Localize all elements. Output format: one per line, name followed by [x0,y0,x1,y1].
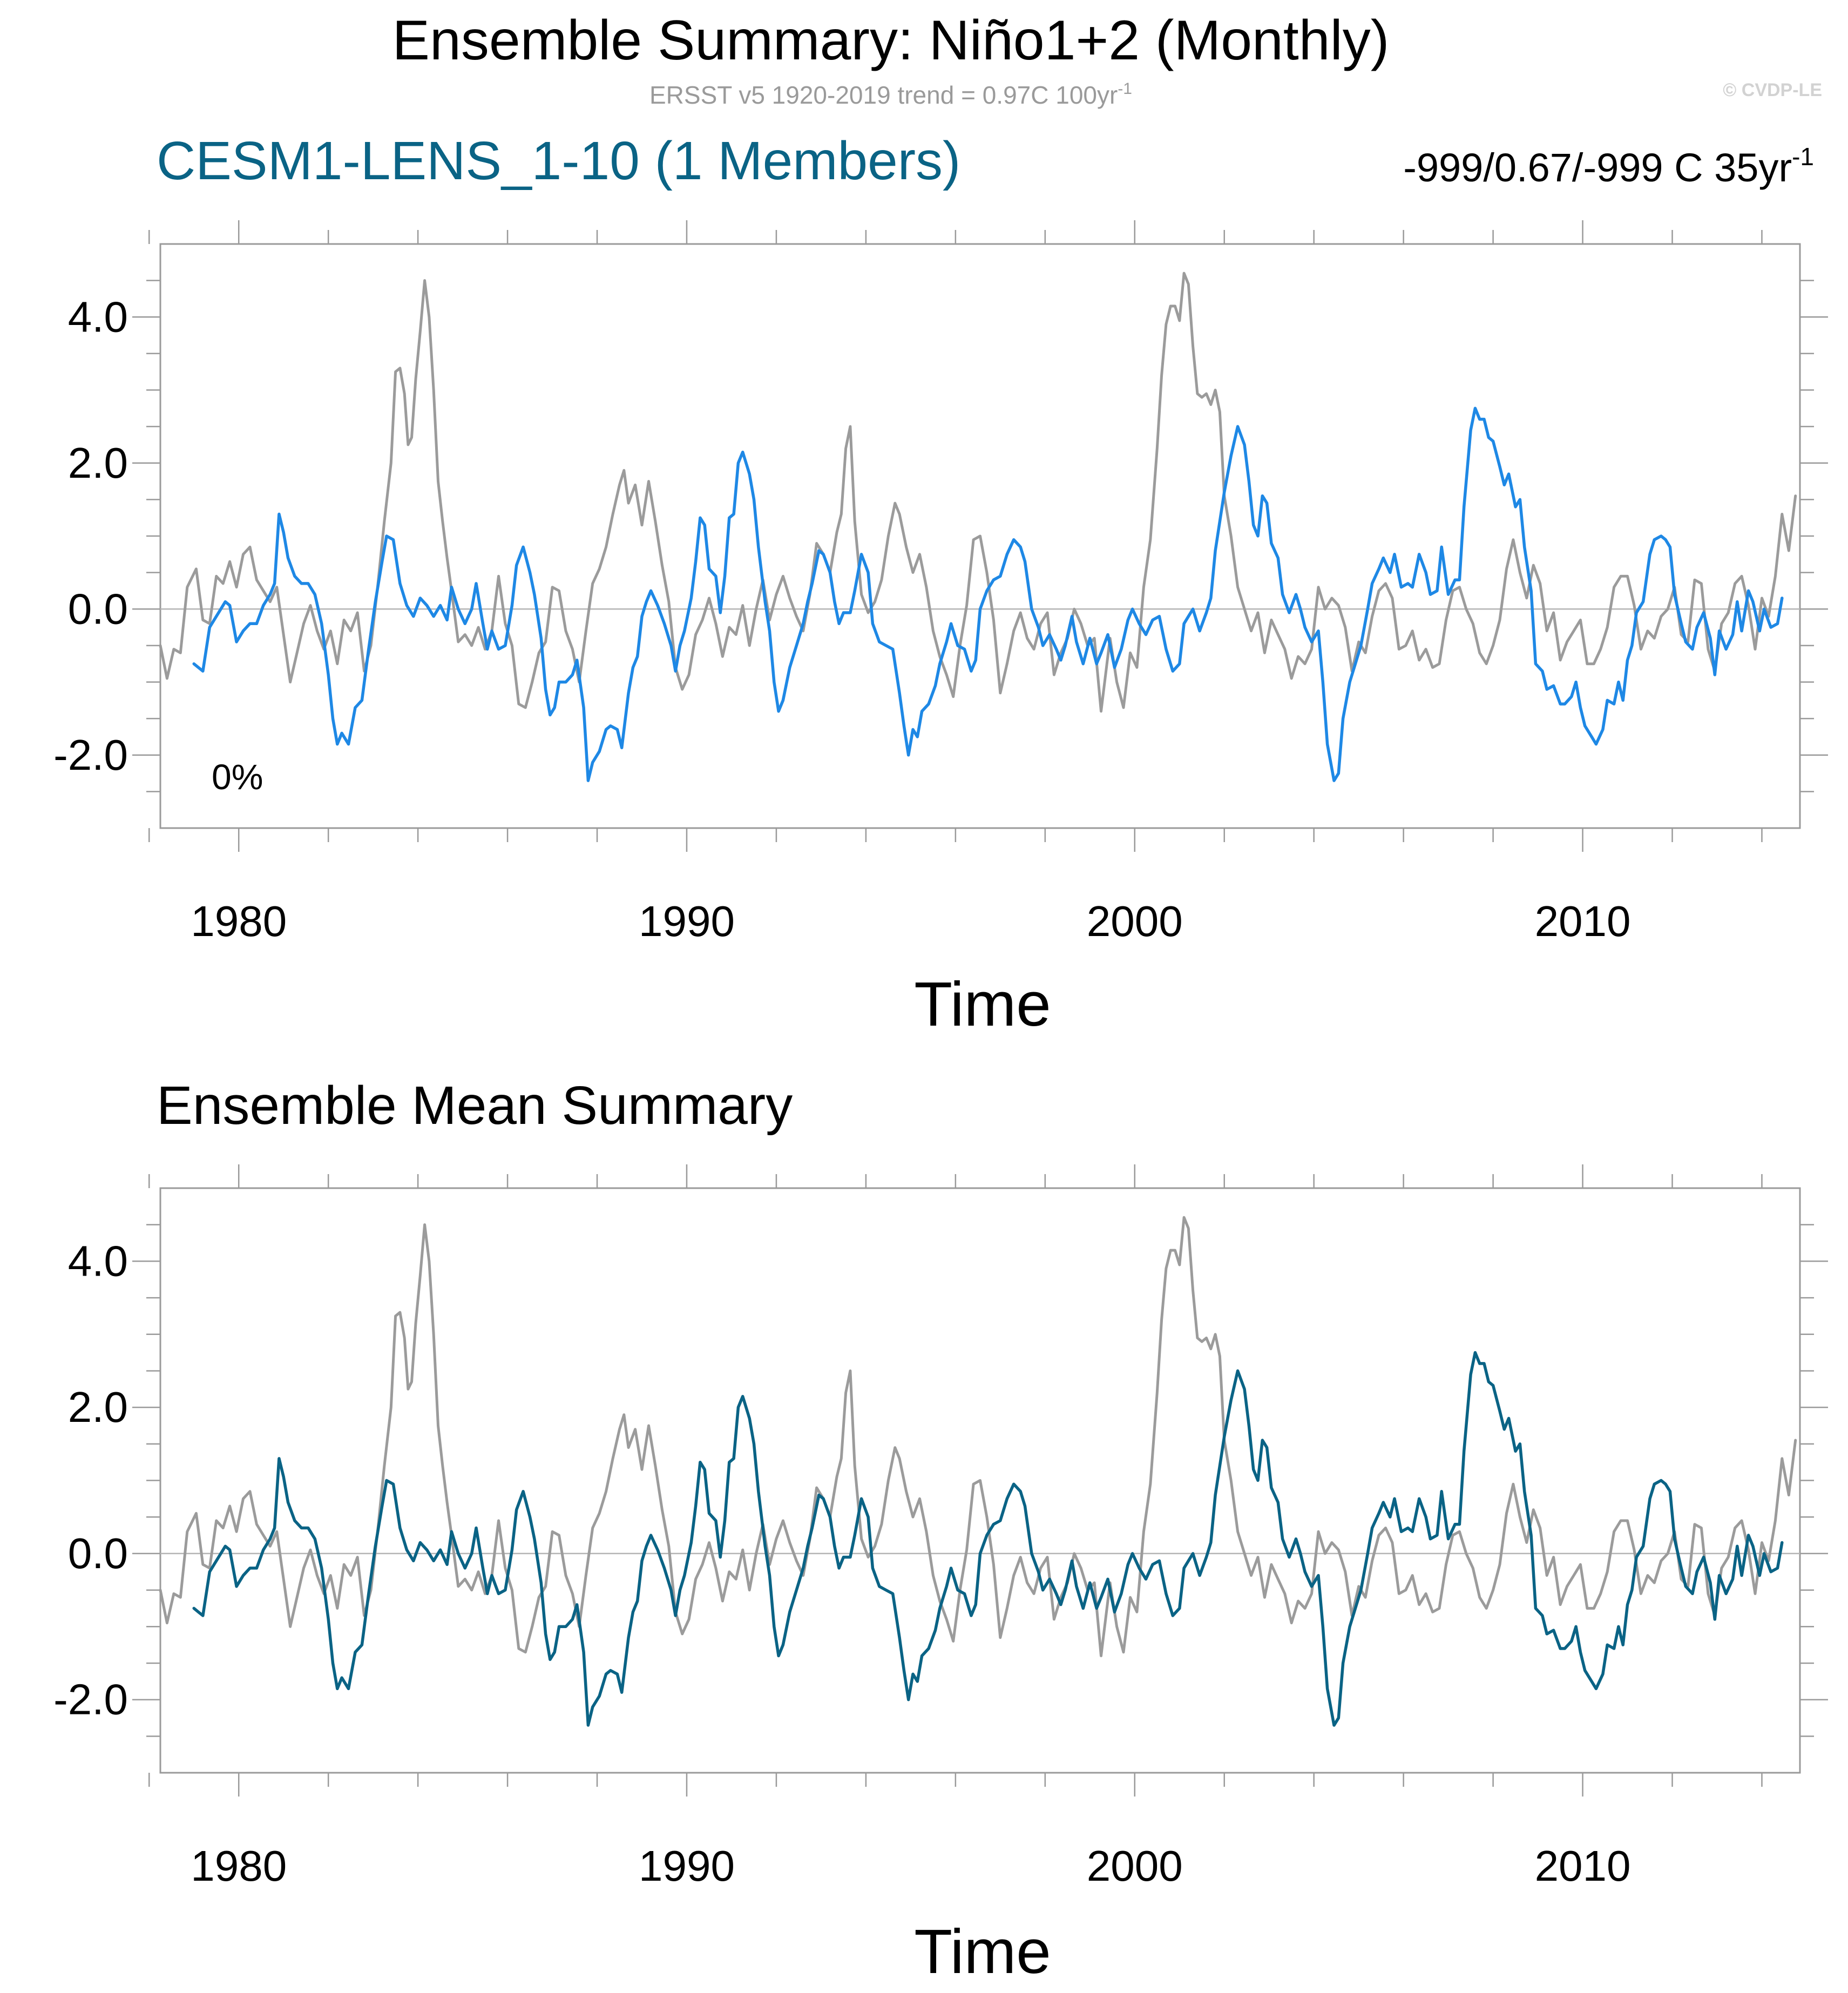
series-mean [159,1216,1797,1727]
x-axis-title-member: Time [914,969,1051,1039]
panel-member-summary: CESM1-LENS_1-10 (1 Members) -999/0.67/-9… [53,131,1828,1039]
panel-title-member: CESM1-LENS_1-10 (1 Members) [157,131,960,191]
panel-ensemble-mean: Ensemble Mean Summary -2.0 0.0 2.0 4.0 1980 1… [53,1075,1828,1987]
y-tick-label-member: 0.0 [68,585,128,633]
obs-trend-superscript: -1 [1118,80,1132,98]
series-line-member-member-1 [192,406,1784,782]
series-member [159,272,1797,782]
panel-title-mean: Ensemble Mean Summary [157,1075,793,1136]
x-tick-label-mean: 1980 [191,1842,287,1890]
percent-annotation: 0% [212,757,263,797]
trend-stats-superscript: -1 [1792,143,1814,171]
y-tick-label-member: 4.0 [68,293,128,341]
x-tick-label-member: 2010 [1535,897,1631,945]
y-tick-label-member: 2.0 [68,439,128,487]
obs-trend-note: ERSST v5 1920-2019 trend = 0.97C 100yr-1 [649,80,1132,109]
y-tick-label-member: -2.0 [53,731,128,779]
copyright-watermark: © CVDP-LE [1723,80,1822,100]
x-tick-label-member: 2000 [1087,897,1183,945]
trend-stats-text: -999/0.67/-999 C 35yr [1403,145,1792,190]
x-tick-label-member: 1990 [639,897,735,945]
x-tick-label-mean: 2010 [1535,1842,1631,1890]
figure-title: Ensemble Summary: Niño1+2 (Monthly) [392,9,1390,72]
series-line-member-observed [159,272,1797,713]
axes-member: -2.0 0.0 2.0 4.0 1980 1990 2000 2010 [53,220,1828,945]
x-tick-label-mean: 1990 [639,1842,735,1890]
axes-mean: -2.0 0.0 2.0 4.0 1980 1990 2000 2010 [53,1164,1828,1890]
x-tick-label-mean: 2000 [1087,1842,1183,1890]
y-tick-label-mean: 2.0 [68,1383,128,1431]
obs-trend-text: ERSST v5 1920-2019 trend = 0.97C 100yr [649,81,1118,109]
series-line-mean-observed [159,1216,1797,1657]
x-axis-title-mean: Time [914,1916,1051,1987]
trend-stats: -999/0.67/-999 C 35yr-1 [1403,143,1814,190]
series-line-mean-ensemble-mean [192,1351,1784,1727]
y-tick-label-mean: 0.0 [68,1529,128,1577]
x-tick-label-member: 1980 [191,897,287,945]
y-tick-label-mean: 4.0 [68,1237,128,1285]
y-tick-label-mean: -2.0 [53,1676,128,1724]
